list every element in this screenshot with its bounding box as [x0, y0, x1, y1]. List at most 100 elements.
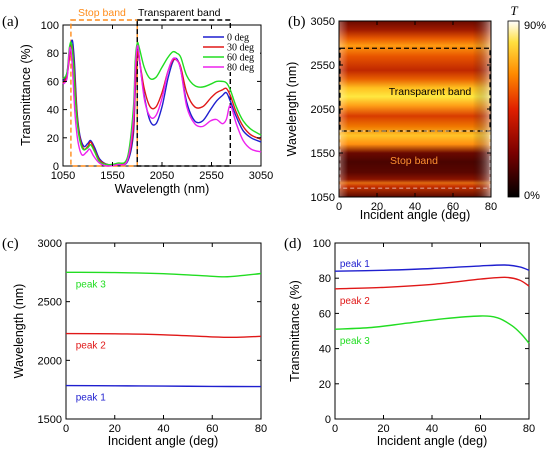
panel-a-y-axis-label: Transmittance (%)	[19, 44, 33, 146]
y-tick-label: 80	[319, 273, 331, 285]
y-tick-label: 1050	[311, 192, 335, 204]
panel-b-heatmap: (b)	[285, 3, 546, 222]
series-line-60-deg	[62, 41, 262, 166]
panel-a-stop-band-label: Stop band	[78, 7, 126, 19]
x-tick-label: 20	[377, 423, 389, 435]
y-tick-label: 2050	[311, 104, 335, 116]
y-tick-label: 2550	[311, 60, 335, 72]
panel-c-x-ticks: 0 20 40 60 80	[63, 243, 267, 435]
panel-a-stop-band-box	[70, 19, 138, 167]
legend-entry: 30 deg	[227, 43, 254, 54]
legend-entry: 0 deg	[227, 33, 249, 44]
x-tick-label: 2050	[150, 170, 174, 182]
y-tick-label: 20	[319, 379, 331, 391]
y-tick-label: 2500	[38, 297, 62, 309]
series-line-peak-2	[65, 332, 262, 339]
y-tick-label: 0	[53, 161, 59, 173]
x-tick-label: 80	[485, 201, 497, 213]
series-line-peak-1	[65, 384, 262, 388]
panel-c-y-ticks: 1500 2000 2500 3000	[38, 238, 261, 426]
peak-label: peak 2	[76, 341, 106, 352]
panel-b-colorbar-symbol: T	[510, 3, 518, 18]
panel-b-transparent-band-label: Transparent band	[389, 86, 472, 98]
x-tick-label: 40	[157, 423, 169, 435]
x-tick-label: 80	[255, 423, 267, 435]
x-tick-label: 60	[447, 201, 459, 213]
panel-a-x-axis-label: Wavelength (nm)	[115, 182, 210, 196]
x-tick-label: 0	[63, 423, 69, 435]
panel-c-series-group: peak 3 peak 2 peak 1	[65, 271, 262, 404]
y-tick-label: 20	[47, 133, 59, 145]
panel-a-y-ticks: 0 20 40 60 80 100	[41, 20, 261, 173]
panel-a-transparent-band-label: Transparent band	[138, 7, 221, 19]
panel-b-colorbar-max-label: 90%	[524, 20, 546, 32]
panel-c-y-axis-label: Wavelength (nm)	[12, 284, 26, 379]
x-tick-label: 20	[109, 423, 121, 435]
x-tick-label: 40	[409, 201, 421, 213]
panel-d-x-axis-label: Incident angle (deg)	[377, 434, 488, 448]
x-tick-label: 40	[426, 423, 438, 435]
panel-c-label: (c)	[2, 236, 19, 252]
panel-b-colorbar-min-label: 0%	[524, 190, 540, 202]
y-tick-label: 1500	[38, 414, 62, 426]
panel-b-colorbar	[507, 20, 520, 198]
series-line-peak-1	[334, 264, 530, 272]
stop-band-rect	[70, 19, 138, 167]
panel-b-stop-band-label: Stop band	[390, 155, 438, 167]
series-line-peak-3	[334, 315, 530, 344]
stop-band-rect	[339, 130, 491, 189]
panel-b-label: (b)	[288, 14, 306, 30]
panel-c-x-axis-label: Incident angle (deg)	[108, 434, 219, 448]
x-tick-label: 1550	[100, 170, 124, 182]
y-tick-label: 1550	[311, 148, 335, 160]
panel-d-label: (d)	[284, 236, 302, 252]
x-tick-label: 80	[523, 423, 535, 435]
legend-entry: 80 deg	[227, 63, 254, 74]
panel-b-y-ticks: 1050 1550 2050 2550 3050	[311, 16, 491, 204]
y-tick-label: 100	[313, 238, 331, 250]
panel-a-x-ticks: 1050 1550 2050 2550 3050	[51, 25, 273, 182]
y-tick-label: 80	[47, 48, 59, 60]
panel-b-band-boxes	[339, 47, 491, 189]
y-tick-label: 3050	[311, 16, 335, 28]
panel-a-label: (a)	[2, 14, 19, 30]
y-tick-label: 60	[319, 308, 331, 320]
panel-b-x-axis-label: Incident angle (deg)	[360, 208, 471, 222]
panel-d-x-ticks: 0 20 40 60 80	[332, 243, 535, 435]
y-tick-label: 40	[47, 105, 59, 117]
peak-label: peak 2	[340, 296, 370, 307]
panel-b-y-axis-label: Wavelength (nm)	[285, 62, 299, 157]
peak-label: peak 1	[76, 393, 106, 404]
x-tick-label: 2550	[199, 170, 223, 182]
x-tick-label: 0	[332, 423, 338, 435]
panel-d-series-group: peak 1 peak 2 peak 3	[334, 259, 530, 347]
y-tick-label: 0	[325, 414, 331, 426]
panel-d-y-axis-label: Transmittance (%)	[288, 280, 302, 382]
panel-d-y-ticks: 0 20 40 60 80 100	[313, 238, 529, 426]
x-tick-label: 60	[474, 423, 486, 435]
x-tick-label: 60	[206, 423, 218, 435]
peak-label: peak 3	[76, 279, 106, 290]
x-tick-label: 20	[371, 201, 383, 213]
x-tick-label: 0	[336, 201, 342, 213]
series-line-peak-3	[65, 271, 262, 278]
y-tick-label: 2000	[38, 355, 62, 367]
panel-b-x-ticks: 0 20 40 60 80	[336, 21, 497, 213]
transparent-band-rect	[339, 47, 491, 132]
series-line-80-deg	[62, 44, 262, 167]
series-line-peak-2	[334, 276, 530, 290]
panel-d-peak-transmittance: (d) peak 1 peak 2 peak 3 0 20 40 60 80 0 20 40 60…	[284, 236, 535, 448]
panel-a-series-group	[62, 39, 262, 167]
y-tick-label: 3000	[38, 238, 62, 250]
peak-label: peak 1	[340, 259, 370, 270]
panel-a-transmittance-spectrum: (a) Stop band Transparent band 1050 1550 2…	[2, 7, 273, 196]
x-tick-label: 3050	[249, 170, 273, 182]
panel-c-peak-wavelength: (c) peak 3 peak 2 peak 1 0 20 40 60 80 1500 200…	[2, 236, 267, 448]
y-tick-label: 40	[319, 344, 331, 356]
panel-b-heatmap-edge-shading	[339, 21, 491, 197]
y-tick-label: 100	[41, 20, 59, 32]
legend-entry: 60 deg	[227, 53, 254, 64]
peak-label: peak 3	[340, 336, 370, 347]
